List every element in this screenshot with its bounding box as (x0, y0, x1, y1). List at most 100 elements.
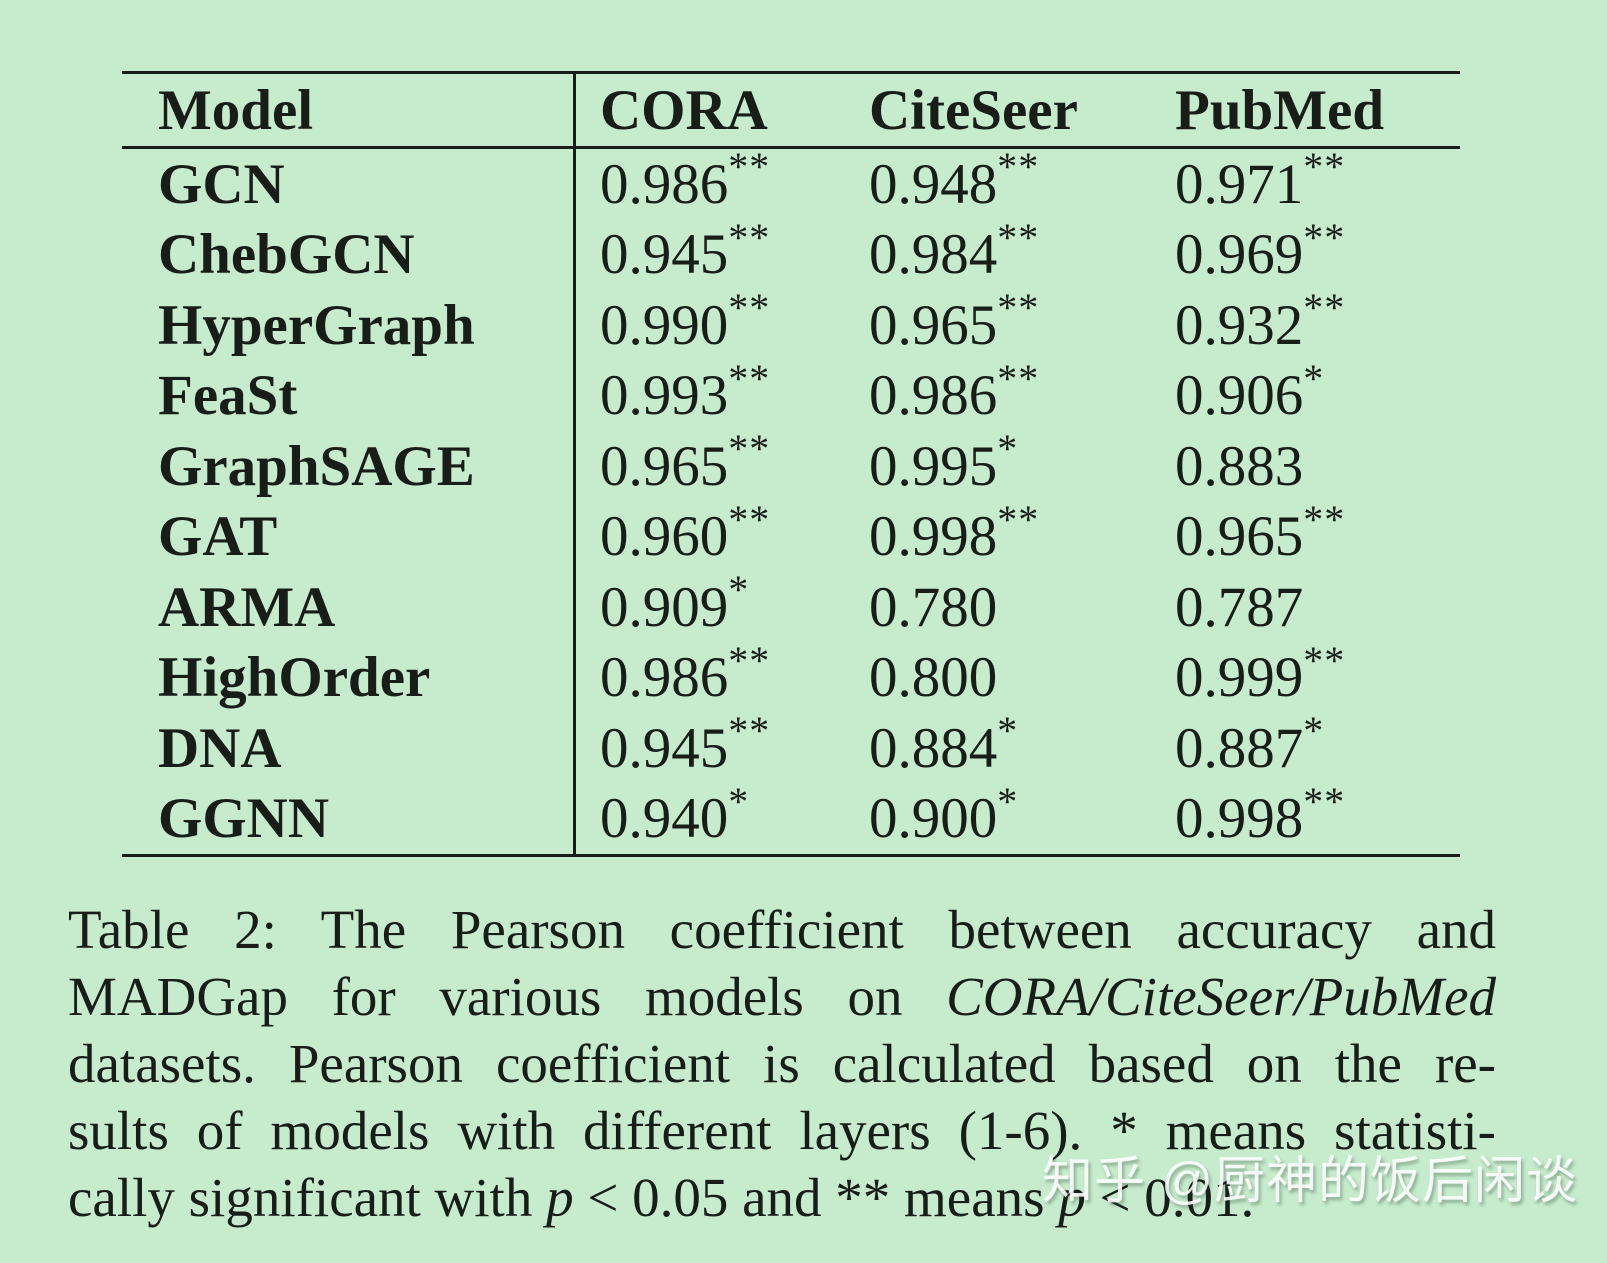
significance-marker: ** (728, 637, 771, 683)
table-row: FeaSt 0.993 ** 0.986 ** 0.906 * (122, 355, 1460, 432)
coefficient-value: 0.884 (869, 716, 998, 780)
table-row: ChebGCN 0.945 ** 0.984 ** 0.969 ** (122, 214, 1460, 291)
model-name: ChebGCN (158, 223, 415, 287)
significance-marker: ** (728, 708, 771, 754)
value-cell: 0.995 * (845, 429, 1151, 502)
caption-text: sults of models with different layers (1… (68, 1100, 1496, 1161)
significance-marker: * (997, 708, 1019, 754)
significance-marker: * (728, 778, 750, 824)
significance-marker: ** (728, 426, 771, 472)
significance-marker: ** (1303, 496, 1346, 542)
model-name: HighOrder (158, 646, 431, 710)
significance-marker: ** (728, 285, 771, 331)
coefficient-value: 0.986 (869, 364, 998, 428)
caption-text: < 0.05 and ** means (573, 1167, 1059, 1228)
coefficient-value: 0.948 (869, 152, 998, 216)
table-header-row: Model CORA CiteSeer PubMed (122, 74, 1460, 149)
coefficient-value: 0.986 (600, 152, 729, 216)
significance-marker: ** (1303, 144, 1346, 190)
value-cell: 0.990 ** (573, 285, 845, 361)
table-row: GGNN 0.940 * 0.900 * 0.998 ** (122, 778, 1460, 855)
coefficient-value: 0.965 (1175, 505, 1304, 569)
value-cell: 0.906 * (1151, 355, 1460, 432)
caption-text: Table 2: The Pearson coefficient between… (68, 899, 1496, 960)
value-cell: 0.986 ** (573, 147, 845, 220)
value-cell: 0.780 (845, 572, 1151, 643)
model-name: GCN (158, 152, 285, 216)
model-name: DNA (158, 716, 282, 780)
significance-marker: ** (728, 214, 771, 260)
significance-marker: * (1303, 708, 1325, 754)
coefficient-value: 0.909 (600, 575, 729, 639)
value-cell: 0.948 ** (845, 147, 1151, 220)
significance-marker: * (1303, 355, 1325, 401)
value-cell: 0.965 ** (845, 288, 1151, 361)
value-cell: 0.971 ** (1151, 144, 1460, 220)
significance-marker: ** (728, 496, 771, 542)
coefficient-value: 0.990 (600, 293, 729, 357)
model-name: GAT (158, 505, 278, 569)
header-label: CORA (600, 78, 768, 142)
caption-text: datasets. Pearson coefficient is calcula… (68, 1033, 1496, 1094)
value-cell: 0.884 * (845, 708, 1151, 784)
caption-line: Table 2: The Pearson coefficient between… (68, 896, 1496, 963)
table-header-cora: CORA (573, 74, 845, 146)
caption-line: MADGap for various models on CORA/CiteSe… (68, 963, 1496, 1030)
caption-line: sults of models with different layers (1… (68, 1097, 1496, 1164)
model-name: HyperGraph (158, 293, 475, 357)
table-row: HighOrder 0.986 ** 0.800 0.999 ** (122, 637, 1460, 714)
results-table: Model CORA CiteSeer PubMed GCN 0.986 ** 0… (122, 71, 1460, 857)
caption-italic-text: p (546, 1167, 574, 1228)
table-caption: Table 2: The Pearson coefficient between… (68, 896, 1496, 1231)
coefficient-value: 0.971 (1175, 152, 1304, 216)
coefficient-value: 0.998 (1175, 787, 1304, 851)
significance-marker: ** (1303, 637, 1346, 683)
coefficient-value: 0.993 (600, 364, 729, 428)
significance-marker: ** (728, 355, 771, 401)
significance-marker: ** (1303, 285, 1346, 331)
significance-marker: ** (997, 496, 1040, 542)
value-cell: 0.883 (1151, 431, 1460, 502)
header-label: PubMed (1175, 78, 1385, 142)
value-cell: 0.986 ** (573, 637, 845, 713)
value-cell: 0.932 ** (1151, 285, 1460, 361)
significance-marker: * (728, 567, 750, 613)
coefficient-value: 0.998 (869, 505, 998, 569)
value-cell: 0.909 * (573, 567, 845, 643)
table-body: GCN 0.986 ** 0.948 ** 0.971 ** ChebGCN 0.94… (122, 144, 1460, 855)
value-cell: 0.998 ** (1151, 778, 1460, 855)
table-row: GAT 0.960 ** 0.998 ** 0.965 ** (122, 496, 1460, 573)
value-cell: 0.969 ** (1151, 217, 1460, 291)
coefficient-value: 0.945 (600, 716, 729, 780)
table-header-pubmed: PubMed (1151, 74, 1460, 146)
coefficient-value: 0.984 (869, 223, 998, 287)
value-cell: 0.999 ** (1151, 637, 1460, 714)
caption-italic-text: CORA/CiteSeer/PubMed (946, 966, 1496, 1027)
caption-text: cally significant with (68, 1167, 547, 1228)
coefficient-value: 0.940 (600, 787, 729, 851)
caption-text: < 0.01. (1085, 1167, 1255, 1228)
value-cell: 0.998 ** (845, 496, 1151, 573)
value-cell: 0.940 * (573, 778, 845, 854)
value-cell: 0.960 ** (573, 496, 845, 572)
coefficient-value: 0.900 (869, 787, 998, 851)
table-row: GraphSAGE 0.965 ** 0.995 * 0.883 (122, 426, 1460, 502)
table-header-model: Model (122, 74, 573, 146)
header-label: CiteSeer (869, 78, 1078, 142)
model-name: FeaSt (158, 364, 298, 428)
coefficient-value: 0.999 (1175, 646, 1304, 710)
coefficient-value: 0.965 (600, 434, 729, 498)
model-name: GraphSAGE (158, 434, 475, 498)
value-cell: 0.787 (1151, 572, 1460, 643)
watermark: 知乎 @厨神的饭后闲谈 (1042, 1152, 1578, 1209)
significance-marker: ** (997, 355, 1040, 401)
coefficient-value: 0.932 (1175, 293, 1304, 357)
significance-marker: ** (1303, 778, 1346, 824)
value-cell: 0.986 ** (845, 355, 1151, 432)
table-row: ARMA 0.909 * 0.780 0.787 (122, 567, 1460, 643)
coefficient-value: 0.965 (869, 293, 998, 357)
coefficient-value: 0.906 (1175, 364, 1304, 428)
coefficient-value: 0.969 (1175, 223, 1304, 287)
header-label: Model (158, 78, 314, 142)
